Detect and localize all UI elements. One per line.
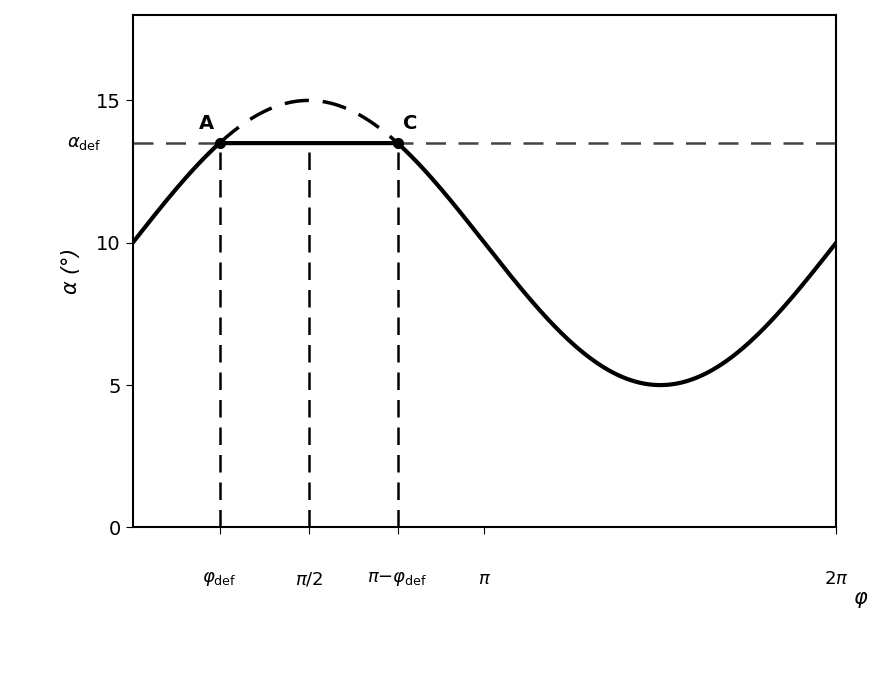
Text: A: A bbox=[199, 114, 214, 133]
Text: $\varphi$: $\varphi$ bbox=[853, 590, 869, 610]
Text: C: C bbox=[404, 114, 418, 133]
Y-axis label: $\alpha$ (°): $\alpha$ (°) bbox=[59, 248, 82, 295]
Text: $2\pi$: $2\pi$ bbox=[824, 570, 849, 588]
Text: $\pi{-}\varphi_{\mathrm{def}}$: $\pi{-}\varphi_{\mathrm{def}}$ bbox=[367, 570, 427, 588]
Text: $\pi/2$: $\pi/2$ bbox=[295, 570, 322, 588]
Text: $\varphi_{\mathrm{def}}$: $\varphi_{\mathrm{def}}$ bbox=[202, 570, 237, 588]
Text: $\alpha_{\mathrm{def}}$: $\alpha_{\mathrm{def}}$ bbox=[67, 134, 102, 152]
Text: $\pi$: $\pi$ bbox=[478, 570, 491, 588]
